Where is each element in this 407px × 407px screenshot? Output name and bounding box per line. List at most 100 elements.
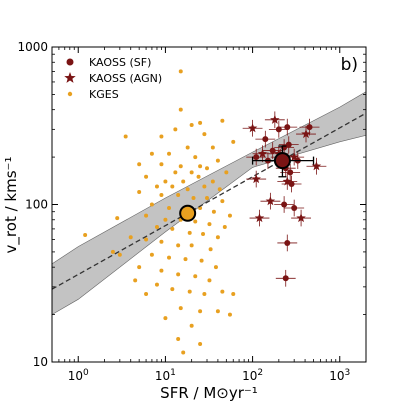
kges-point	[115, 216, 120, 221]
legend-marker-kaoss-agn	[64, 72, 76, 83]
kaoss-agn-point	[254, 213, 265, 223]
x-tick-label: 100	[68, 368, 89, 383]
kges-point	[167, 151, 172, 156]
kaoss-agn-point	[257, 148, 268, 158]
kaoss-sf-point	[288, 180, 295, 187]
kges-point	[189, 170, 194, 175]
kaoss-agn-point	[301, 129, 311, 139]
kaoss-sf-point	[284, 124, 291, 131]
kges-point	[205, 195, 210, 200]
kges-point	[199, 258, 204, 263]
kges-point	[159, 134, 164, 139]
kaoss-agn-point	[289, 152, 299, 162]
kges-point	[185, 145, 190, 150]
kges-point	[227, 213, 232, 218]
kges-point	[128, 235, 133, 240]
kges-point	[163, 316, 168, 321]
kges-point	[144, 174, 149, 179]
kges-point	[149, 202, 154, 207]
kges-point	[176, 192, 181, 197]
kges-point	[159, 239, 164, 244]
kges-point	[224, 170, 229, 175]
x-axis-label: SFR / M⊙yr⁻¹	[160, 384, 258, 402]
kges-point	[231, 139, 236, 144]
kges-point	[137, 162, 142, 167]
y-tick-label: 100	[25, 198, 48, 212]
kaoss-agn-point	[251, 174, 261, 184]
kges-point	[149, 252, 154, 257]
kges-point	[159, 192, 164, 197]
kges-point	[187, 289, 192, 294]
kges-point	[117, 252, 122, 257]
kges-point	[220, 289, 225, 294]
kges-point	[193, 219, 198, 224]
kges-point	[178, 107, 183, 112]
y-axis-label: v_rot / kms⁻¹	[2, 157, 21, 254]
kges-point	[183, 257, 188, 262]
kges-point	[159, 268, 164, 273]
kges-point	[220, 199, 225, 204]
kges-point	[207, 222, 212, 227]
kges-point	[196, 174, 201, 179]
kges-point	[222, 224, 227, 229]
median-point	[273, 152, 291, 170]
kges-point	[189, 243, 194, 248]
kges-point	[170, 184, 175, 189]
kges-point	[217, 187, 222, 192]
kges-point	[178, 69, 183, 74]
kges-point	[210, 179, 215, 184]
kges-point	[167, 255, 172, 260]
legend-label: KGES	[89, 88, 119, 101]
kges-point	[137, 265, 142, 270]
kges-point	[144, 292, 149, 297]
kges-point	[154, 224, 159, 229]
kges-point	[167, 206, 172, 211]
kges-point	[123, 134, 128, 139]
kaoss-sf-point	[253, 154, 260, 161]
x-tick-label: 101	[155, 368, 176, 383]
kaoss-sf-point	[291, 205, 298, 212]
kges-point	[201, 231, 206, 236]
kges-point	[202, 132, 207, 137]
kges-point	[170, 226, 175, 231]
kges-point	[154, 282, 159, 287]
kaoss-sf-point	[287, 169, 294, 176]
kaoss-sf-point	[269, 147, 276, 154]
fit-line	[52, 112, 366, 290]
kges-point	[189, 122, 194, 127]
kges-point	[163, 217, 168, 222]
kges-point	[173, 127, 178, 132]
kges-point	[159, 162, 164, 167]
kges-point	[83, 233, 88, 238]
kges-point	[215, 158, 220, 163]
kges-point	[193, 274, 198, 279]
kaoss-sf-point	[282, 275, 289, 282]
kges-point	[170, 287, 175, 292]
kaoss-agn-point	[311, 161, 322, 171]
kges-point	[193, 155, 198, 160]
x-tick-label: 102	[242, 368, 263, 383]
kges-point	[210, 145, 215, 150]
kges-point	[227, 312, 232, 317]
kges-point	[110, 249, 115, 254]
kaoss-agn-point	[247, 123, 258, 133]
median-point	[179, 204, 197, 222]
legend-marker-kaoss-sf	[66, 58, 74, 66]
kges-point	[176, 336, 181, 341]
kges-point	[207, 278, 212, 283]
kges-point	[144, 213, 149, 218]
x-tick-label: 103	[329, 368, 350, 383]
kaoss-sf-point	[285, 141, 292, 148]
kaoss-sf-point	[281, 201, 288, 208]
kges-point	[137, 190, 142, 195]
kaoss-agn-point	[270, 114, 280, 124]
kges-point	[215, 235, 220, 240]
kges-point	[189, 323, 194, 328]
legend: KAOSS (SF) KAOSS (AGN) KGES	[64, 56, 162, 101]
panel-label: b)	[341, 55, 358, 75]
kges-point	[213, 265, 218, 270]
kges-point	[163, 179, 168, 184]
kges-point	[144, 237, 149, 242]
kges-point	[198, 164, 203, 169]
kges-point	[187, 230, 192, 235]
